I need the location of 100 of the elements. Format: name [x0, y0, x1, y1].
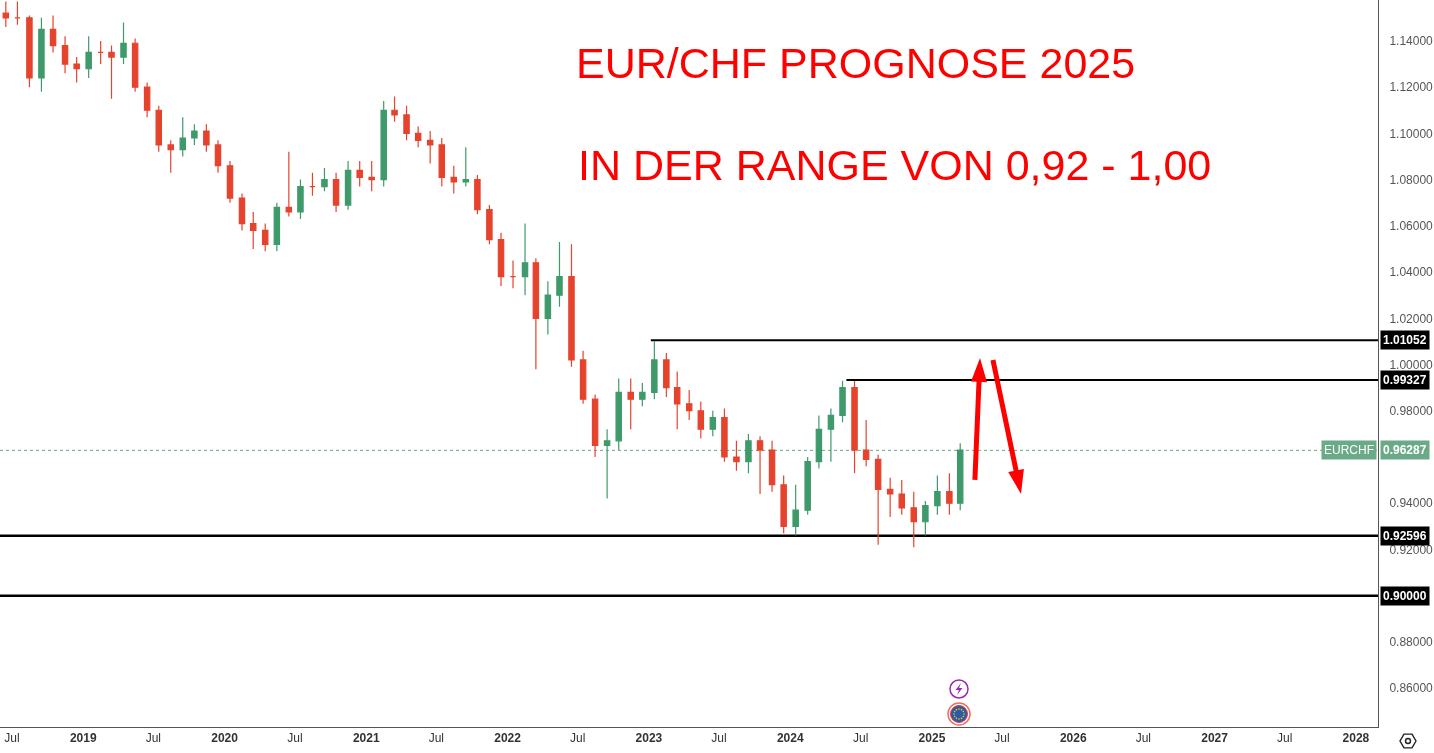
y-tick-label: 1.06000	[1389, 219, 1434, 234]
x-tick-label: Jul	[570, 731, 586, 746]
candlestick	[615, 377, 622, 451]
candlestick	[321, 167, 328, 192]
candlestick	[226, 160, 234, 204]
x-tick-label: 2026	[1059, 731, 1087, 746]
candlestick	[97, 40, 104, 65]
candlestick	[309, 172, 316, 197]
text: IN DER RANGE VON 0,92 - 1,00	[578, 141, 1212, 189]
candlestick	[521, 222, 529, 296]
candlestick	[238, 192, 246, 232]
data-label: 0.99327	[1383, 373, 1427, 387]
candlestick	[544, 280, 552, 336]
candlestick	[733, 440, 740, 472]
candlestick	[273, 202, 281, 252]
y-tick-label: 1.00000	[1389, 357, 1434, 372]
candlestick	[532, 257, 540, 370]
candlestick	[603, 428, 611, 500]
candlestick	[685, 389, 693, 421]
candlestick	[922, 500, 929, 537]
y-tick-label: 1.10000	[1389, 126, 1434, 141]
candlestick	[934, 474, 941, 516]
candlestick	[780, 474, 787, 534]
candlestick	[462, 146, 470, 188]
candlestick	[815, 414, 823, 470]
candlestick	[426, 130, 434, 165]
candlestick	[745, 433, 752, 474]
candlestick	[627, 377, 634, 430]
y-tick-label: 0.94000	[1389, 496, 1434, 511]
candlestick	[73, 56, 80, 84]
candlestick	[851, 380, 858, 474]
x-tick-label: 2020	[211, 731, 239, 746]
candlestick	[697, 400, 705, 440]
candlestick	[438, 137, 446, 188]
x-tick-label: 2025	[918, 731, 946, 746]
candlestick	[956, 442, 964, 511]
x-tick-label: Jul	[428, 731, 445, 746]
y-tick-label: 0.88000	[1389, 635, 1434, 650]
x-tick-label: Jul	[287, 731, 303, 746]
y-tick-label: 0.92000	[1389, 542, 1434, 557]
candlestick	[639, 382, 646, 407]
candlestick	[332, 172, 340, 213]
candlestick	[297, 179, 304, 220]
x-tick-label: 2021	[352, 731, 380, 746]
candlestick	[910, 491, 918, 548]
ref-line-label: 0.96287	[1383, 443, 1427, 457]
data-label: 1.01052	[1383, 333, 1427, 347]
x-tick-label: Jul	[711, 731, 727, 746]
candlestick	[261, 222, 269, 252]
x-tick-label: Jul	[994, 731, 1010, 746]
candlestick	[14, 1, 21, 26]
ref-line-label: 0.90000	[1383, 589, 1427, 603]
candlestick	[391, 95, 398, 123]
candlestick	[49, 14, 57, 54]
candlestick	[131, 38, 139, 93]
y-tick-label: 1.14000	[1389, 34, 1434, 49]
x-tick-label: 2027	[1201, 731, 1229, 746]
annotation: EURCHF	[1324, 443, 1374, 457]
candlestick	[249, 211, 257, 250]
candlestick	[497, 232, 505, 287]
candlestick	[38, 17, 45, 93]
candlestick	[556, 241, 563, 308]
candlestick	[380, 100, 387, 188]
candlestick	[804, 456, 811, 516]
x-tick-label: 2023	[635, 731, 663, 746]
candlestick	[827, 407, 835, 463]
candlestick	[862, 419, 870, 467]
x-tick-label: Jul	[4, 731, 20, 746]
candlestick	[874, 454, 882, 546]
y-tick-label: 0.86000	[1389, 681, 1434, 696]
candlestick	[368, 160, 375, 192]
ref-line-label: 0.92596	[1383, 529, 1427, 543]
y-tick-label: 1.12000	[1389, 80, 1434, 95]
y-tick-label: 1.02000	[1389, 311, 1434, 326]
x-tick-label: 2019	[69, 731, 97, 746]
text: EUR/CHF PROGNOSE 2025	[576, 39, 1136, 88]
candlestick	[568, 243, 575, 368]
y-tick-label: 1.04000	[1389, 265, 1434, 280]
candlestick	[2, 1, 10, 28]
candlestick	[709, 410, 717, 437]
candlestick	[792, 484, 799, 537]
candlestick	[214, 139, 222, 174]
candlestick	[191, 123, 198, 146]
x-tick-label: Jul	[1277, 731, 1293, 746]
candlestick	[285, 151, 293, 218]
x-tick-label: 2024	[776, 731, 804, 746]
candlestick	[509, 259, 517, 289]
x-tick-label: Jul	[1135, 731, 1152, 746]
x-tick-label: Jul	[853, 731, 869, 746]
candlestick	[886, 477, 894, 518]
candlestick	[474, 174, 481, 215]
candlestick	[591, 393, 599, 458]
candlestick	[721, 407, 728, 463]
candlestick	[155, 105, 162, 153]
candlestick	[486, 204, 493, 245]
candlestick	[179, 116, 187, 158]
candlestick	[356, 160, 363, 188]
y-tick-label: 0.98000	[1389, 403, 1434, 418]
x-tick-label: 2022	[494, 731, 522, 746]
candlestick	[403, 105, 410, 141]
